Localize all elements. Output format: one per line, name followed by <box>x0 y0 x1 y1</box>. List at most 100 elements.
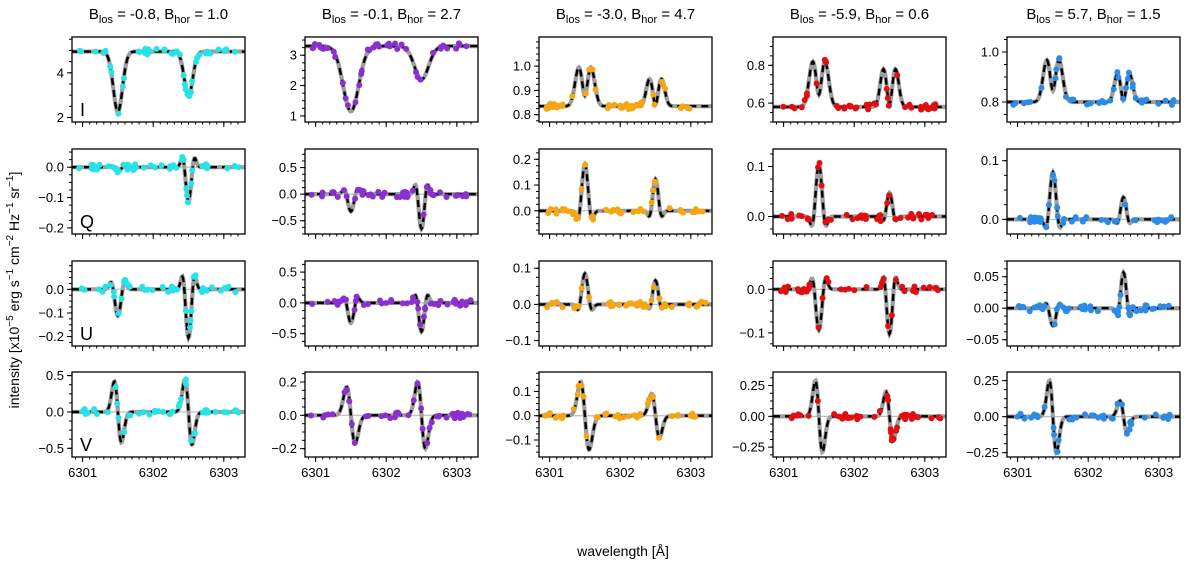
observed-point <box>310 44 317 51</box>
observed-point <box>231 48 238 55</box>
observed-point <box>132 161 139 168</box>
observed-point <box>182 86 189 93</box>
observed-point <box>897 214 904 221</box>
observed-point <box>651 101 658 108</box>
y-tick-label: 1.0 <box>981 45 999 60</box>
y-tick-label: 0.1 <box>513 261 531 276</box>
observed-point <box>110 288 117 295</box>
observed-point <box>853 104 860 111</box>
observed-point <box>340 187 347 194</box>
y-tick-label: −0.5 <box>271 326 297 341</box>
observed-point <box>1107 97 1114 104</box>
column-title-part: hor <box>875 14 891 26</box>
y-axis-label-part: sr <box>6 187 22 203</box>
observed-point <box>340 295 347 302</box>
observed-point <box>640 208 647 215</box>
observed-point <box>901 288 908 295</box>
observed-point <box>887 429 894 436</box>
observed-point <box>392 410 399 417</box>
y-tick-label: 0.8 <box>981 95 999 110</box>
column-title-part: = 4.7 <box>657 6 695 23</box>
observed-point <box>569 93 576 100</box>
observed-point <box>379 191 386 198</box>
observed-point <box>1125 304 1132 311</box>
observed-point <box>1162 97 1169 104</box>
y-tick-label: 0.0 <box>46 404 64 419</box>
observed-point <box>352 99 359 106</box>
observed-point <box>173 48 180 55</box>
fit-line <box>1007 57 1180 105</box>
fit-line <box>1007 268 1180 329</box>
observed-point <box>910 214 917 221</box>
observed-point <box>920 284 927 291</box>
observed-point <box>630 209 637 216</box>
observed-point <box>76 47 83 54</box>
observed-point <box>675 412 682 419</box>
column-title-part: = -0.8, B <box>113 6 174 23</box>
model-line <box>1007 270 1180 328</box>
observed-point <box>394 45 401 52</box>
column-title-part: los <box>1036 14 1051 26</box>
observed-point <box>115 310 122 317</box>
observed-point <box>1081 411 1088 418</box>
x-tick-label: 6302 <box>372 465 401 480</box>
observed-point <box>788 211 795 218</box>
observed-point <box>108 69 115 76</box>
observed-point <box>1085 100 1092 107</box>
observed-point <box>343 386 350 393</box>
fit-line <box>773 274 946 340</box>
observed-point <box>1087 303 1094 310</box>
observed-point <box>398 41 405 48</box>
observed-point <box>330 189 337 196</box>
model-line <box>773 59 946 109</box>
observed-point <box>366 47 373 54</box>
model-line <box>305 44 478 113</box>
observed-point <box>884 95 891 102</box>
observed-point <box>814 397 821 404</box>
observed-point <box>658 304 665 311</box>
observed-point <box>618 104 625 111</box>
observed-point <box>1168 214 1175 221</box>
observed-point <box>344 102 351 109</box>
observed-point <box>384 42 391 49</box>
column-title: Blos = -3.0, Bhor = 4.7 <box>556 6 695 26</box>
observed-point <box>603 410 610 417</box>
observed-point <box>115 110 122 117</box>
observed-point <box>1041 404 1048 411</box>
observed-point <box>687 412 694 419</box>
y-tick-label: 0.0 <box>46 282 64 297</box>
panel-0-U: −0.2 −0.1 0.0 U <box>38 260 246 351</box>
observed-point <box>187 88 194 95</box>
plot-area <box>1007 377 1180 457</box>
observed-point <box>1141 414 1148 421</box>
observed-point <box>1052 75 1059 82</box>
column-title: Blos = -0.8, Bhor = 1.0 <box>89 6 228 26</box>
panel-2-Q: 0.0 0.1 0.2 <box>513 148 713 239</box>
observed-point <box>845 285 852 292</box>
column-title-part: B <box>1026 6 1036 23</box>
panel-frame <box>71 371 246 458</box>
observed-point <box>188 437 195 444</box>
observed-point <box>1108 415 1115 422</box>
observed-point <box>631 412 638 419</box>
observed-point <box>1051 177 1058 184</box>
panel-frame <box>538 260 713 347</box>
observed-point <box>224 409 231 416</box>
observed-point <box>188 180 195 187</box>
observed-point <box>1162 218 1169 225</box>
y-axis-label-part: −1 <box>5 175 16 187</box>
observed-point <box>885 397 892 404</box>
observed-point <box>370 44 377 51</box>
observed-point <box>1056 55 1063 62</box>
observed-point <box>825 278 832 285</box>
observed-point <box>876 408 883 415</box>
y-tick-label: −0.1 <box>505 433 531 448</box>
observed-point <box>184 199 191 206</box>
observed-point <box>160 408 167 415</box>
y-tick-label: −0.1 <box>505 333 531 348</box>
observed-point <box>1010 101 1017 108</box>
observed-point <box>798 213 805 220</box>
plot-area <box>72 45 245 117</box>
x-tick-label: 6301 <box>301 465 330 480</box>
panel-2-V: −0.1 0.0 0.1 6301 6302 6303 <box>505 371 713 480</box>
